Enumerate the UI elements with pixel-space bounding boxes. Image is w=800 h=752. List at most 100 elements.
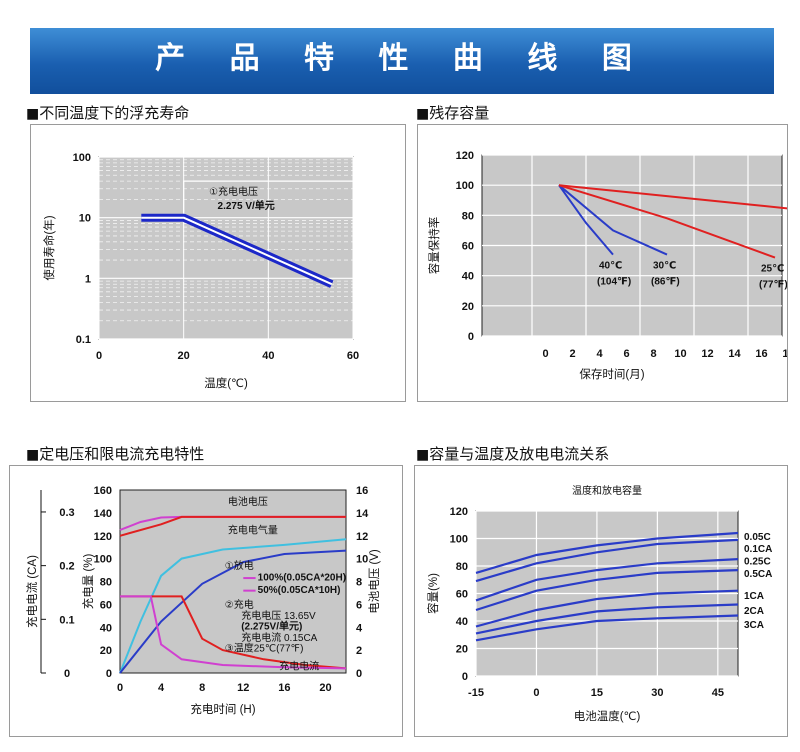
chart-capacity-temperature-panel: 温度和放电容量 0 20 40 60 80 100 120 -15 0 15 30 45 电池温度(℃) 容… xyxy=(414,465,788,737)
y-tick-label: 60 xyxy=(456,589,468,601)
section-title-charge-characteristics: ■定电压和限电流充电特性 xyxy=(26,445,205,463)
y-tick-label: 100 xyxy=(450,534,468,546)
y-right-tick-label: 14 xyxy=(356,508,369,520)
series-line xyxy=(558,184,800,211)
y-tick-label: 80 xyxy=(456,561,468,573)
series-line xyxy=(475,538,739,583)
series-line xyxy=(558,184,668,256)
section-title-float-life: ■不同温度下的浮充寿命 xyxy=(26,104,190,122)
series-line xyxy=(120,595,347,670)
series-line xyxy=(119,515,346,537)
x-tick-label: 6 xyxy=(623,348,629,360)
y-left-tick-label: 100 xyxy=(94,554,112,566)
series-label: 30℃ xyxy=(653,261,676,272)
series-line xyxy=(475,603,739,635)
legend-item: 50%(0.05CA*10H) xyxy=(258,585,341,596)
y-left-tick-label: 20 xyxy=(100,645,112,657)
section-title-capacity-temperature: ■容量与温度及放电电流关系 xyxy=(416,445,610,463)
series-line xyxy=(475,614,739,642)
y-left-tick-label: 160 xyxy=(94,485,112,497)
chart-residual-capacity: 02040608010012002468101214161820保存时间(月)容… xyxy=(427,150,800,381)
y-outer-axis-label: 充电电流 (CA) xyxy=(25,555,39,628)
series-label: 0.05C xyxy=(744,532,771,543)
plot-area xyxy=(98,156,354,340)
x-tick-label: 18 xyxy=(782,348,787,360)
annotation-text: 2.275 V/单元 xyxy=(218,199,275,212)
x-tick-label: 2 xyxy=(569,348,575,360)
series-line xyxy=(119,538,347,674)
x-tick-label: 60 xyxy=(347,350,359,362)
x-tick-label: 16 xyxy=(278,682,290,694)
series-line xyxy=(119,549,347,674)
series-line xyxy=(558,184,614,256)
y-left-tick-label: 140 xyxy=(94,508,112,520)
x-tick-label: 0 xyxy=(117,682,123,694)
x-tick-label: 10 xyxy=(674,348,686,360)
chart-title: 温度和放电容量 xyxy=(572,484,642,497)
x-axis-label: 温度(℃) xyxy=(204,376,248,390)
series-line xyxy=(475,558,739,602)
x-tick-label: 15 xyxy=(591,687,603,699)
y-tick-label: 100 xyxy=(456,180,474,192)
y-right-tick-label: 12 xyxy=(356,531,368,543)
y-outer-tick-label: 0.3 xyxy=(59,507,74,519)
series-label: 2CA xyxy=(744,606,764,617)
x-tick-label: 20 xyxy=(178,350,190,362)
y-left-tick-label: 80 xyxy=(100,577,112,589)
x-tick-label: 12 xyxy=(701,348,713,360)
y-tick-label: 1 xyxy=(85,273,91,285)
y-right-tick-label: 0 xyxy=(356,668,362,680)
x-tick-label: 0 xyxy=(96,350,102,362)
x-tick-label: 20 xyxy=(319,682,331,694)
series-line xyxy=(120,595,347,670)
series-line xyxy=(475,589,739,628)
y-outer-tick-label: 0 xyxy=(64,668,70,680)
y-left-tick-label: 120 xyxy=(94,531,112,543)
y-tick-label: 100 xyxy=(73,152,91,164)
x-tick-label: 4 xyxy=(158,682,165,694)
note-text: 充电电流 0.15CA xyxy=(241,631,317,644)
y-tick-label: 20 xyxy=(456,644,468,656)
y-tick-label: 120 xyxy=(456,150,474,162)
x-axis-label: 保存时间(月) xyxy=(579,367,644,381)
series-label: 3CA xyxy=(744,620,764,631)
x-tick-label: 4 xyxy=(596,348,603,360)
note-text: ③温度25℃(77℉) xyxy=(225,641,304,654)
series-line xyxy=(558,184,776,259)
y-axis-label: 容量保持率 xyxy=(427,217,441,275)
y-tick-label: 20 xyxy=(462,301,474,313)
curve-label: 充电电流 xyxy=(279,660,319,673)
y-right-tick-label: 8 xyxy=(356,577,362,589)
note-text: ②充电 xyxy=(225,598,254,611)
legend-item: 100%(0.05CA*20H) xyxy=(258,572,346,583)
y-tick-label: 40 xyxy=(456,616,468,628)
y-tick-label: 10 xyxy=(79,213,91,225)
series-label: 40℃ xyxy=(599,261,622,272)
y-axis-label: 容量(%) xyxy=(426,573,440,614)
page-banner: 产 品 特 性 曲 线 图 xyxy=(30,28,774,94)
y-tick-label: 40 xyxy=(462,271,474,283)
series-sublabel: (86℉) xyxy=(651,277,680,288)
x-tick-label: 14 xyxy=(728,348,741,360)
life-curve-inner xyxy=(141,216,333,286)
series-label: 0.1CA xyxy=(744,544,772,555)
y-right-tick-label: 10 xyxy=(356,554,368,566)
x-tick-label: 0 xyxy=(542,348,548,360)
y-right-tick-label: 2 xyxy=(356,645,362,657)
y-left-axis-label: 充电量 (%) xyxy=(81,554,95,610)
series-line xyxy=(475,569,739,612)
x-axis-label: 充电时间 (H) xyxy=(190,702,255,716)
chart-float-life-panel: 0.1 1 10 100 0 20 40 60 温度(℃) 使用寿命(年) ①充电电压 2.275 V… xyxy=(30,124,406,402)
series-label: 25℃ xyxy=(761,264,784,275)
y-left-tick-label: 0 xyxy=(106,668,112,680)
y-outer-tick-label: 0.1 xyxy=(59,614,74,626)
y-right-axis-label: 电池电压 (V) xyxy=(368,549,381,614)
x-axis-label: 电池温度(℃) xyxy=(574,709,641,723)
y-tick-label: 0 xyxy=(468,331,474,343)
chart-charge-characteristics: 020406080100120140160024681012141600.10.… xyxy=(25,485,381,716)
y-right-tick-label: 16 xyxy=(356,485,368,497)
x-tick-label: 8 xyxy=(650,348,656,360)
y-tick-label: 60 xyxy=(462,241,474,253)
